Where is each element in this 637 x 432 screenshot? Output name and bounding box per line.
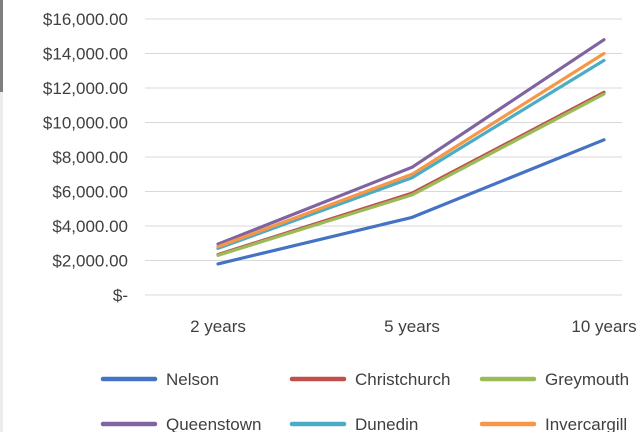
series-line-invercargill [216, 51, 606, 249]
legend-label-invercargill: Invercargill [545, 415, 627, 432]
series-line-greymouth [216, 92, 606, 257]
y-tick-label: $6,000.00 [52, 183, 128, 202]
x-tick-label: 5 years [384, 317, 440, 336]
series-lines [216, 38, 606, 266]
legend-label-dunedin: Dunedin [355, 415, 418, 432]
y-tick-label: $10,000.00 [43, 114, 128, 133]
y-tick-label: $- [113, 286, 128, 305]
x-tick-label: 2 years [190, 317, 246, 336]
y-tick-label: $12,000.00 [43, 79, 128, 98]
x-axis-tick-labels: 2 years 5 years 10 years [190, 317, 636, 336]
legend: Nelson Christchurch Greymouth Queenstown Dun… [100, 370, 629, 432]
y-axis-tick-labels: $- $2,000.00 $4,000.00 $6,000.00 $8,000.00 $1… [43, 10, 128, 305]
legend-label-queenstown: Queenstown [166, 415, 261, 432]
y-tick-label: $8,000.00 [52, 148, 128, 167]
series-line-queenstown [216, 38, 606, 246]
y-tick-label: $16,000.00 [43, 10, 128, 29]
y-tick-label: $2,000.00 [52, 252, 128, 271]
legend-label-nelson: Nelson [166, 370, 219, 389]
legend-label-greymouth: Greymouth [545, 370, 629, 389]
left-edge-strip-lower [0, 92, 3, 432]
grid-lines [145, 18, 622, 296]
x-tick-label: 10 years [571, 317, 636, 336]
series-line-dunedin [216, 58, 606, 250]
left-edge-strip [0, 0, 3, 92]
legend-label-christchurch: Christchurch [355, 370, 450, 389]
y-tick-label: $14,000.00 [43, 45, 128, 64]
y-tick-label: $4,000.00 [52, 217, 128, 236]
series-line-nelson [216, 138, 606, 266]
